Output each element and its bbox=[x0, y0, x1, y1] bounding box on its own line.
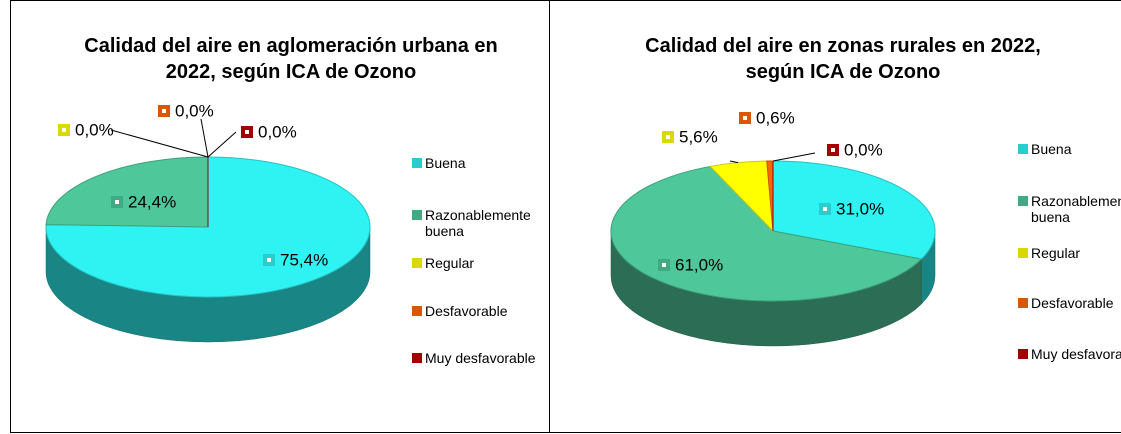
legend-swatch bbox=[1018, 196, 1028, 206]
legend-item: Desfavorable bbox=[412, 303, 565, 319]
legend-label: Regular bbox=[425, 255, 475, 271]
label-key-center bbox=[666, 135, 670, 139]
legend-swatch bbox=[412, 258, 422, 268]
label-key-center bbox=[831, 148, 835, 152]
chart-panel: Calidad del aire en aglomeración urbana … bbox=[10, 0, 550, 433]
pie-chart: 31,0% 61,0% 5,6% 0,6% 0,0% bbox=[610, 108, 936, 347]
legend-label: Desfavorable bbox=[425, 303, 508, 319]
leader-line bbox=[729, 160, 739, 164]
legend-swatch bbox=[412, 306, 422, 316]
label-key-center bbox=[62, 128, 66, 132]
legend-swatch bbox=[1018, 298, 1028, 308]
data-label: 0,0% bbox=[844, 140, 883, 159]
leader-line bbox=[200, 118, 209, 158]
legend-label: Muy desfavorable bbox=[425, 350, 536, 366]
label-key-center bbox=[743, 116, 747, 120]
chart-title: Calidad del aire en aglomeración urbana … bbox=[84, 35, 498, 83]
data-label: 5,6% bbox=[679, 127, 718, 146]
label-key-center bbox=[245, 130, 249, 134]
legend-label: Buena bbox=[425, 155, 466, 171]
leader-line bbox=[110, 129, 209, 158]
pie-chart: 75,4% 24,4% 0,0% 0,0% 0,0% bbox=[45, 101, 371, 343]
data-label: 75,4% bbox=[280, 250, 328, 269]
legend-item: Regular bbox=[1018, 245, 1121, 261]
label-key-center bbox=[662, 263, 666, 267]
legend-swatch bbox=[1018, 248, 1028, 258]
label-key-center bbox=[823, 207, 827, 211]
legend-swatch bbox=[1018, 349, 1028, 359]
legend-swatch bbox=[412, 158, 422, 168]
label-key-center bbox=[162, 109, 166, 113]
legend-label: Razonablemente buena bbox=[1031, 193, 1121, 225]
data-label: 0,0% bbox=[175, 101, 214, 120]
leader-line bbox=[772, 152, 816, 162]
legend-item: Regular bbox=[412, 255, 565, 271]
legend-item: Desfavorable bbox=[1018, 295, 1121, 311]
chart-panel: Calidad del aire en zonas rurales en 202… bbox=[549, 0, 1121, 433]
legend-item: Muy desfavorable bbox=[412, 350, 565, 366]
legend-item: Muy desfavorable bbox=[1018, 346, 1121, 362]
data-label: 24,4% bbox=[128, 192, 176, 211]
data-label: 0,0% bbox=[75, 120, 114, 139]
data-label: 0,6% bbox=[756, 108, 795, 127]
label-key-center bbox=[115, 200, 119, 204]
pie-slice bbox=[772, 160, 936, 260]
legend-item: Buena bbox=[1018, 141, 1121, 157]
data-label: 61,0% bbox=[675, 255, 723, 274]
leader-line bbox=[207, 131, 237, 158]
legend-label: Razonablemente buena bbox=[425, 207, 531, 239]
chart-title: Calidad del aire en zonas rurales en 202… bbox=[645, 35, 1041, 83]
legend-swatch bbox=[412, 210, 422, 220]
legend-item: Razonablemente buena bbox=[1018, 193, 1121, 225]
pie-slice bbox=[45, 156, 209, 228]
pie-slice bbox=[610, 165, 923, 302]
legend-label: Muy desfavorable bbox=[1031, 346, 1121, 362]
legend-swatch bbox=[412, 353, 422, 363]
legend-label: Regular bbox=[1031, 245, 1081, 261]
data-label: 31,0% bbox=[836, 199, 884, 218]
label-key-center bbox=[267, 258, 271, 262]
data-label: 0,0% bbox=[258, 122, 297, 141]
legend-label: Desfavorable bbox=[1031, 295, 1114, 311]
legend-label: Buena bbox=[1031, 141, 1072, 157]
legend-item: Buena bbox=[412, 155, 565, 171]
legend-item: Razonablemente buena bbox=[412, 207, 565, 239]
legend-swatch bbox=[1018, 144, 1028, 154]
